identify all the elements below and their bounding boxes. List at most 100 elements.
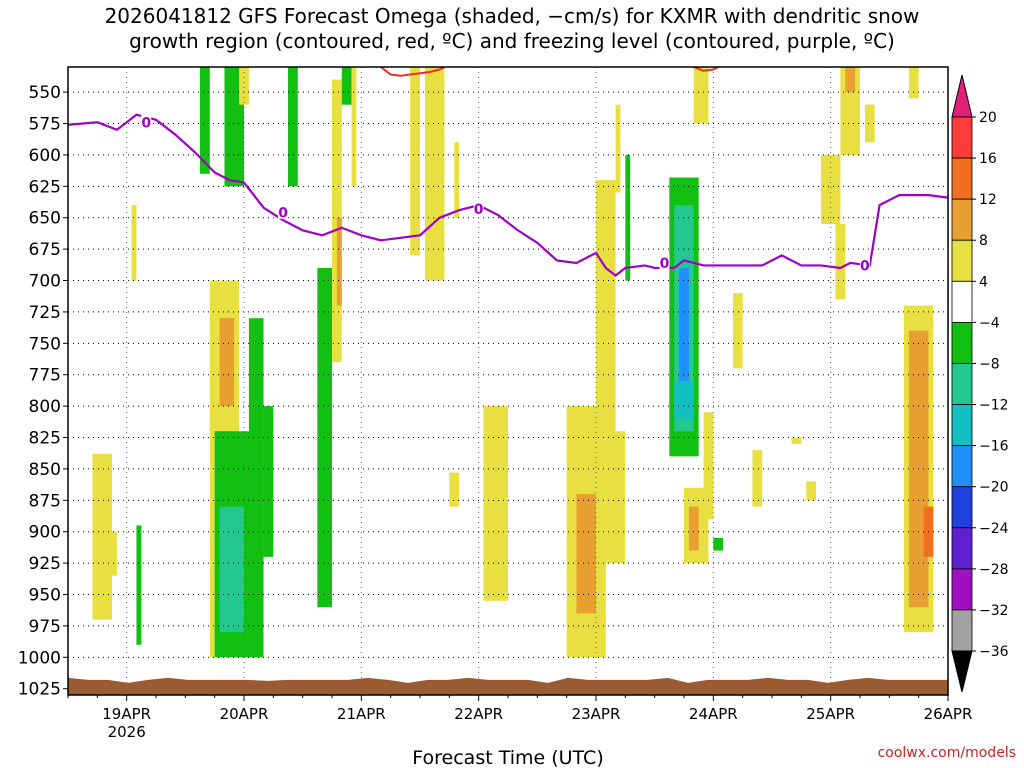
- colorbar: 20 16 12 8 4 −4 −8 −12 −16 −20 −24 −28 −32 −36: [951, 74, 1009, 693]
- dendritic-contour: [380, 66, 445, 77]
- omega-shading: [92, 67, 934, 658]
- omega-region: [688, 506, 699, 551]
- colorbar-label: −20: [979, 480, 1009, 496]
- x-tick-label: 26APR: [924, 705, 973, 723]
- colorbar-swatch: [951, 568, 973, 611]
- y-tick-label: 975: [29, 617, 61, 637]
- y-tick-label: 575: [29, 115, 61, 135]
- omega-region: [449, 472, 460, 507]
- x-tick-label: 21APR: [337, 705, 386, 723]
- ground-fill: [68, 677, 948, 695]
- y-tick-label: 1000: [18, 648, 61, 668]
- colorbar-label: 4: [979, 274, 988, 290]
- y-tick-label: 600: [29, 146, 61, 166]
- colorbar-label: −12: [979, 398, 1009, 414]
- y-tick-label: 725: [29, 303, 61, 323]
- freezing-level-line: [67, 113, 949, 277]
- title-line-1: 2026041812 GFS Forecast Omega (shaded, −…: [104, 4, 920, 28]
- omega-region: [219, 506, 244, 633]
- omega-region: [219, 318, 235, 407]
- colorbar-label: −28: [979, 562, 1009, 578]
- omega-region: [200, 67, 210, 174]
- omega-region: [92, 453, 112, 620]
- omega-region: [908, 67, 919, 99]
- omega-region: [693, 67, 709, 124]
- omega-region: [596, 180, 616, 432]
- omega-region: [791, 437, 802, 444]
- omega-region: [674, 381, 694, 419]
- omega-region: [835, 224, 846, 300]
- y-tick-label: 825: [29, 429, 61, 449]
- y-tick-label: 625: [29, 177, 61, 197]
- colorbar-label: −36: [979, 644, 1009, 660]
- omega-region: [752, 450, 763, 507]
- x-tick-label: 22APR: [454, 705, 503, 723]
- colorbar-top-arrow: [951, 74, 973, 118]
- colorbar-label: 8: [979, 233, 988, 249]
- omega-region: [806, 481, 816, 501]
- colorbar-label: −4: [979, 315, 1000, 331]
- omega-region: [845, 67, 856, 93]
- colorbar-swatch: [951, 198, 973, 241]
- freezing-level-label: 0: [278, 206, 288, 222]
- y-tick-label: 925: [29, 554, 61, 574]
- omega-region: [288, 67, 298, 187]
- y-tick-label: 800: [29, 397, 61, 417]
- colorbar-label: −16: [979, 439, 1009, 455]
- freezing-level-label: 0: [141, 115, 151, 131]
- omega-region: [112, 531, 117, 576]
- omega-region: [732, 293, 743, 369]
- y-tick-label: 700: [29, 272, 61, 292]
- omega-region: [576, 494, 596, 614]
- colorbar-label: −8: [979, 356, 1000, 372]
- omega-region: [820, 154, 841, 224]
- freezing-label-background: [141, 114, 152, 129]
- colorbar-swatch: [951, 527, 973, 570]
- x-tick-label: 24APR: [689, 705, 738, 723]
- colorbar-swatch: [951, 486, 973, 529]
- dendritic-contour: [693, 66, 719, 72]
- y-tick-label: 550: [29, 83, 61, 103]
- credit-text: coolwx.com/models: [878, 745, 1016, 761]
- freezing-label-background: [659, 254, 670, 269]
- y-tick-label: 650: [29, 209, 61, 229]
- freezing-label-background: [278, 204, 289, 219]
- omega-region: [679, 267, 689, 394]
- omega-region: [424, 67, 445, 281]
- y-tick-label: 875: [29, 491, 61, 511]
- colorbar-swatch: [951, 116, 973, 159]
- colorbar-swatch: [951, 321, 973, 364]
- ground-surface: [68, 677, 948, 695]
- x-tick-label: 25APR: [806, 705, 855, 723]
- x-tick-label: 23APR: [572, 705, 621, 723]
- y-tick-label: 850: [29, 460, 61, 480]
- title-line-2: growth region (contoured, red, ºC) and f…: [129, 29, 895, 53]
- y-tick-label: 750: [29, 334, 61, 354]
- y-tick-label: 1025: [18, 680, 61, 700]
- omega-region: [239, 67, 249, 105]
- omega-region: [703, 412, 714, 520]
- colorbar-label: 20: [979, 110, 997, 126]
- colorbar-swatch: [951, 404, 973, 447]
- omega-region: [336, 217, 342, 306]
- omega-region: [263, 406, 274, 557]
- colorbar-label: 16: [979, 151, 997, 167]
- omega-region: [248, 318, 264, 658]
- omega-region: [351, 67, 357, 187]
- omega-region: [317, 267, 332, 608]
- omega-region: [625, 154, 631, 281]
- y-axis-ticks: 550 575 600 625 650 675 700 725 750 775 800 825 850 8…: [18, 83, 68, 700]
- chart-title: 2026041812 GFS Forecast Omega (shaded, −…: [0, 4, 1024, 54]
- y-tick-label: 950: [29, 586, 61, 606]
- freezing-level-label: 0: [474, 202, 484, 218]
- y-tick-label: 675: [29, 240, 61, 260]
- colorbar-bottom-arrow: [951, 650, 973, 693]
- x-tick-label: 19APR: [102, 705, 151, 723]
- omega-region: [136, 525, 142, 645]
- omega-region: [615, 104, 621, 193]
- omega-region: [131, 205, 137, 281]
- omega-region: [864, 104, 875, 143]
- colorbar-swatch: [951, 445, 973, 488]
- x-axis-label: Forecast Time (UTC): [412, 747, 603, 768]
